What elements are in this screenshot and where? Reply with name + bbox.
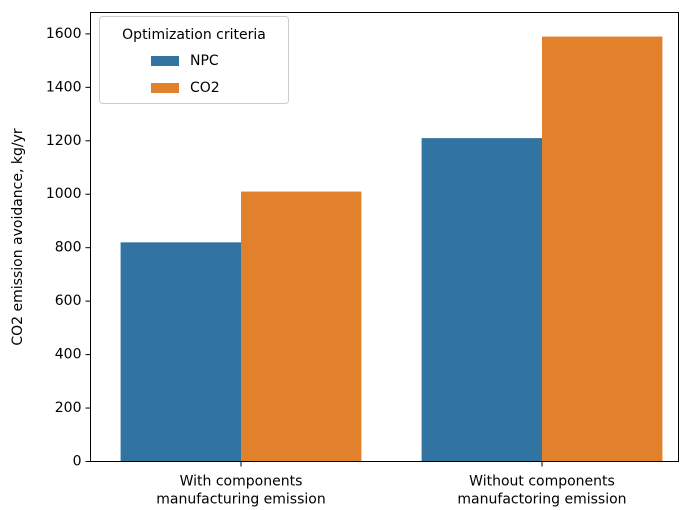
legend-label: NPC — [190, 53, 219, 69]
y-tick-label: 1200 — [46, 133, 82, 149]
plot-frame — [90, 12, 679, 462]
bar — [542, 36, 663, 462]
bar — [421, 138, 542, 462]
legend-swatch — [151, 56, 179, 66]
y-tick-label: 1000 — [46, 186, 82, 202]
y-tick-label: 1400 — [46, 79, 82, 95]
x-tick-label: manufacturing emission — [156, 492, 325, 508]
legend-title: Optimization criteria — [122, 27, 266, 43]
legend-label: CO2 — [190, 80, 220, 96]
x-tick-label: Without components — [469, 474, 615, 490]
y-tick-label: 0 — [73, 454, 82, 470]
y-axis-label: CO2 emission avoidance, kg/yr — [10, 128, 26, 346]
legend-swatch — [151, 83, 179, 93]
legend-box — [99, 16, 289, 104]
y-tick-label: 600 — [55, 293, 82, 309]
bar — [120, 242, 241, 462]
y-tick-label: 800 — [55, 240, 82, 256]
y-tick-label: 200 — [55, 400, 82, 416]
y-tick-label: 1600 — [46, 26, 82, 42]
x-tick-label: manufactoring emission — [457, 492, 626, 508]
y-tick-label: 400 — [55, 347, 82, 363]
bar — [241, 191, 362, 462]
x-tick-label: With components — [180, 474, 303, 490]
